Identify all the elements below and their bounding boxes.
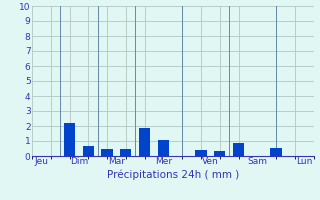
Bar: [214, 151, 225, 156]
Bar: [83, 146, 94, 156]
Bar: [270, 148, 282, 156]
Bar: [64, 123, 75, 156]
Bar: [158, 140, 169, 156]
Bar: [101, 148, 113, 156]
X-axis label: Précipitations 24h ( mm ): Précipitations 24h ( mm ): [107, 169, 239, 180]
Bar: [139, 128, 150, 156]
Bar: [233, 142, 244, 156]
Bar: [195, 150, 207, 156]
Bar: [120, 149, 132, 156]
